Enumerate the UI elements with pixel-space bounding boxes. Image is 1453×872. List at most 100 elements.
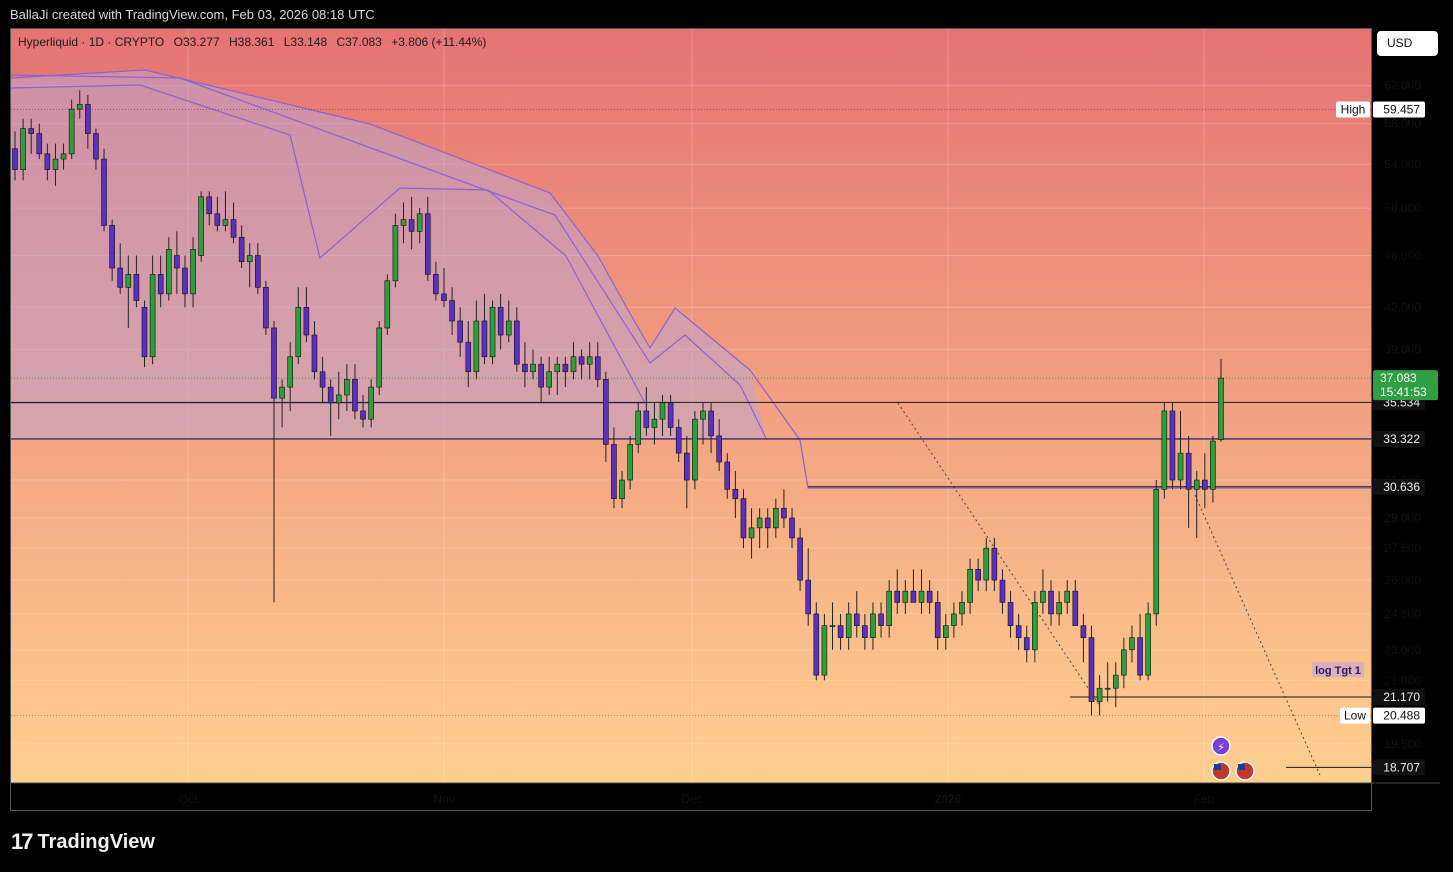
candle — [659, 394, 666, 436]
event-icons[interactable]: ⚡ — [1211, 736, 1255, 781]
candle — [481, 293, 488, 365]
candle-body — [514, 320, 520, 365]
candle-body — [983, 547, 990, 581]
candle — [457, 307, 463, 357]
level-tag-text: 21.170 — [1383, 690, 1420, 704]
candle-body — [829, 625, 836, 627]
price-tick-label: 62.000 — [1384, 79, 1421, 93]
candle — [1080, 613, 1087, 663]
candle-body — [1104, 687, 1111, 690]
candle — [352, 364, 358, 420]
candle-body — [538, 363, 544, 388]
candle-body — [1040, 590, 1046, 603]
candle-body — [1145, 613, 1151, 676]
candle-body — [400, 219, 407, 226]
us-flag-event-icon[interactable] — [1235, 761, 1255, 781]
channel-line — [10, 74, 767, 439]
candle — [271, 320, 277, 603]
candle — [198, 191, 204, 262]
candle — [635, 402, 642, 454]
candle — [1129, 625, 1135, 663]
candle — [505, 300, 512, 343]
candle-body — [522, 363, 528, 373]
level-tag-text: 33.322 — [1383, 432, 1420, 446]
candle — [708, 402, 714, 454]
candle — [335, 371, 342, 420]
trendline-dotted — [1194, 494, 1321, 776]
time-tick-label: 2026 — [935, 792, 962, 806]
candle-body — [586, 356, 593, 365]
candle — [845, 602, 852, 650]
candle-body — [603, 379, 609, 445]
trendline-dotted — [897, 402, 1101, 707]
candle — [894, 569, 901, 614]
candle-body — [878, 613, 884, 626]
candle-body — [683, 452, 690, 481]
candle-body — [530, 363, 536, 373]
candle — [36, 123, 43, 160]
candle — [1096, 675, 1103, 716]
candle-body — [1023, 637, 1030, 651]
us-flag-event-icon[interactable] — [1211, 761, 1231, 781]
candle-body — [441, 293, 447, 301]
candle — [441, 268, 447, 308]
candle-body — [198, 196, 204, 256]
candle — [52, 143, 59, 186]
candle-body — [1218, 377, 1224, 441]
candle — [934, 591, 941, 650]
candle — [926, 580, 933, 614]
candle — [1088, 625, 1095, 716]
candle-body — [408, 219, 415, 232]
candle — [12, 131, 18, 181]
candle-body — [505, 320, 512, 336]
price-tick-label: 42.000 — [1384, 300, 1421, 314]
candle — [781, 489, 787, 528]
candle — [497, 293, 504, 350]
candle — [101, 148, 107, 232]
candle-body — [635, 410, 642, 445]
candle-body — [943, 625, 949, 638]
candle — [279, 379, 285, 428]
candle — [424, 196, 431, 281]
symbol-name[interactable]: Hyperliquid · 1D · CRYPTO — [18, 35, 165, 49]
candle-body — [1169, 410, 1176, 481]
candle — [360, 394, 366, 428]
time-axis[interactable]: Oct Nov Dec 2026 Feb — [11, 782, 1440, 806]
candle-body — [934, 602, 941, 638]
lightning-event-icon[interactable] — [1211, 736, 1231, 756]
candle — [465, 320, 472, 388]
price-axis[interactable]: 62.000 58.000 54.000 50.000 46.000 42.000 39.0… — [1384, 79, 1421, 751]
candle-body — [1080, 625, 1087, 638]
candle-body — [967, 568, 973, 603]
price-tick-label: 39.000 — [1384, 342, 1421, 356]
candle-body — [1193, 479, 1200, 490]
candle — [918, 569, 925, 614]
candle — [165, 237, 172, 301]
channel-line — [10, 69, 1371, 489]
candle — [230, 202, 237, 244]
candlesticks — [12, 90, 1224, 716]
price-tick-label: 24.500 — [1384, 607, 1421, 621]
candle-body — [93, 133, 99, 160]
candle — [902, 580, 909, 614]
chart-frame[interactable] — [10, 28, 1372, 811]
candle — [756, 508, 763, 549]
level-tag: 18.707 — [1373, 759, 1425, 776]
candle — [967, 558, 973, 614]
price-tick-label: 54.000 — [1384, 157, 1421, 171]
candle — [473, 300, 480, 380]
candle — [522, 342, 528, 388]
candle — [303, 287, 310, 343]
candle — [449, 287, 455, 336]
candle-body — [182, 267, 188, 295]
candle — [68, 99, 75, 160]
high-tag-box — [1373, 101, 1425, 118]
tradingview-logo[interactable]: 17 TradingView — [11, 829, 155, 855]
candle-body — [1056, 602, 1062, 615]
currency-button[interactable]: USD — [1377, 31, 1438, 56]
change-value: +3.806 (+11.44%) — [391, 35, 487, 49]
candle-body — [255, 255, 261, 288]
candle-body — [1064, 590, 1071, 603]
candle-body — [101, 158, 107, 226]
